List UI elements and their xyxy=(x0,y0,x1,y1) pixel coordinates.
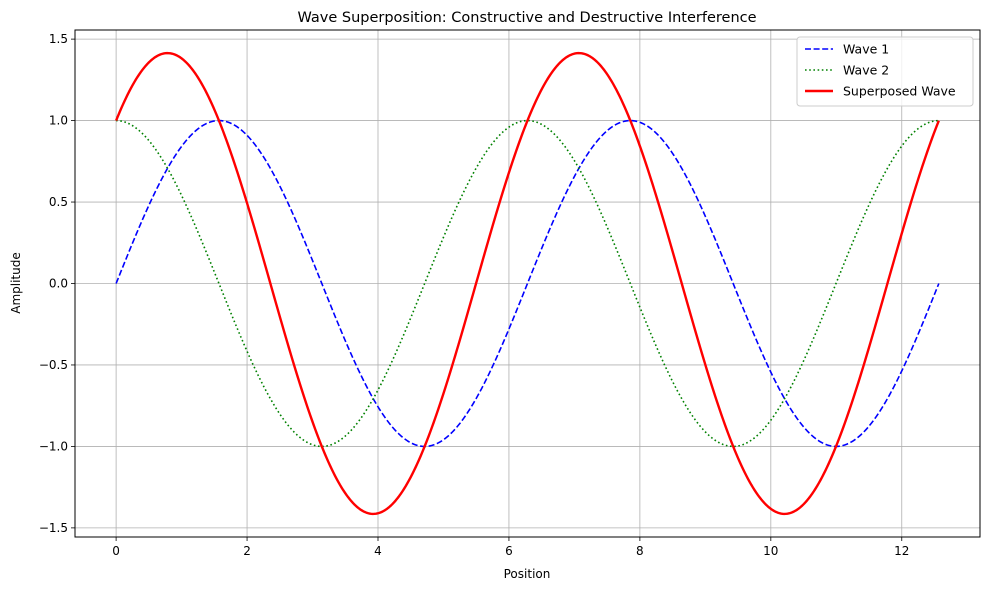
x-tick-label: 6 xyxy=(505,544,513,558)
legend-label-wave-2: Wave 2 xyxy=(843,63,889,78)
y-tick-label: −1.5 xyxy=(39,521,68,535)
x-tick-label: 10 xyxy=(763,544,778,558)
x-axis-label: Position xyxy=(504,567,551,581)
legend: Wave 1 Wave 2 Superposed Wave xyxy=(796,36,974,107)
chart-title: Wave Superposition: Constructive and Des… xyxy=(297,10,756,26)
y-tick-label: 0.0 xyxy=(49,277,68,291)
legend-box xyxy=(796,36,974,107)
ticks-layer: 0 2 4 6 8 10 12 −1.5 −1.0 −0.5 0.0 0.5 1.0 1.5 xyxy=(39,32,910,558)
x-tick-label: 8 xyxy=(636,544,644,558)
legend-label-wave-1: Wave 1 xyxy=(843,42,889,57)
x-tick-label: 12 xyxy=(894,544,909,558)
y-tick-label: 0.5 xyxy=(49,195,68,209)
y-tick-label: 1.0 xyxy=(49,114,68,128)
x-tick-label: 2 xyxy=(243,544,251,558)
series-line-superposed-wave xyxy=(115,51,940,516)
x-tick-label: 4 xyxy=(374,544,382,558)
series-layer xyxy=(115,51,940,516)
legend-label-superposed-wave: Superposed Wave xyxy=(843,84,956,99)
y-tick-label: −1.0 xyxy=(39,439,68,453)
y-axis-label: Amplitude xyxy=(9,252,23,314)
x-tick-label: 0 xyxy=(112,544,120,558)
y-tick-label: −0.5 xyxy=(39,358,68,372)
series-line-wave-2 xyxy=(116,119,939,448)
series-line-wave-1 xyxy=(115,119,940,448)
y-tick-label: 1.5 xyxy=(49,32,68,46)
